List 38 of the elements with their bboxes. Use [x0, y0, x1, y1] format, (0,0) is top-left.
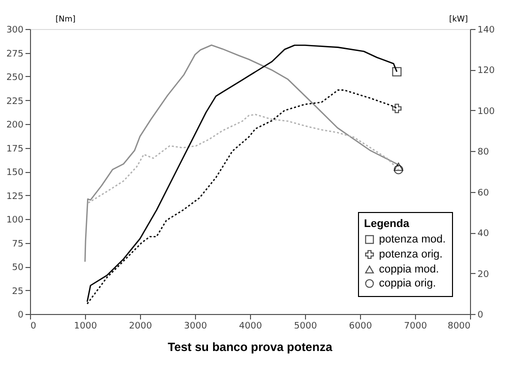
y-tick-label: 125 — [6, 192, 24, 202]
y-tick-label: 275 — [6, 49, 24, 60]
x-tick-label: 6000 — [349, 322, 372, 332]
text: Test su banco prova potenza — [168, 340, 333, 354]
y2-tick-label: 140 — [478, 26, 495, 36]
x-tick-label: 4000 — [239, 322, 262, 332]
x-tick-label: 8000 — [448, 322, 471, 332]
y2-tick-label: 100 — [478, 106, 495, 117]
legend-label: potenza mod. — [379, 234, 446, 246]
y-tick-label: 175 — [6, 144, 24, 154]
y-tick-label: 25 — [12, 286, 24, 297]
y2-tick-label: 80 — [478, 148, 490, 158]
y-tick-label: 200 — [6, 120, 24, 130]
x-tick-label: 7000 — [404, 322, 428, 332]
legend-title: Legenda — [364, 218, 410, 230]
x-tick-label: 3000 — [184, 322, 208, 332]
legend-label: coppia orig. — [379, 278, 436, 290]
y-tick-label: 225 — [6, 96, 24, 107]
y-tick-label: 300 — [6, 26, 24, 36]
y2-axis-title: [kW] — [449, 14, 468, 24]
x-tick-label: 1000 — [74, 322, 98, 332]
y-tick-label: 150 — [6, 168, 24, 178]
y2-tick-label: 120 — [478, 66, 495, 76]
y-axis-title: [Nm] — [55, 14, 76, 24]
legend-label: coppia mod. — [379, 264, 439, 276]
y2-tick-label: 0 — [478, 310, 484, 320]
x-tick-label: 5000 — [294, 322, 318, 332]
y-tick-label: 50 — [12, 263, 24, 273]
x-tick-label: 2000 — [129, 322, 152, 332]
y-tick-label: 100 — [6, 216, 24, 226]
y-tick-label: 250 — [6, 73, 24, 83]
y2-tick-label: 60 — [478, 188, 490, 198]
y-tick-label: 0 — [18, 310, 24, 320]
legend-label: potenza orig. — [379, 248, 443, 260]
y-tick-label: 75 — [12, 239, 24, 250]
y2-tick-label: 20 — [478, 270, 490, 280]
y2-tick-label: 40 — [478, 229, 490, 240]
x-tick-label: 0 — [30, 322, 36, 332]
